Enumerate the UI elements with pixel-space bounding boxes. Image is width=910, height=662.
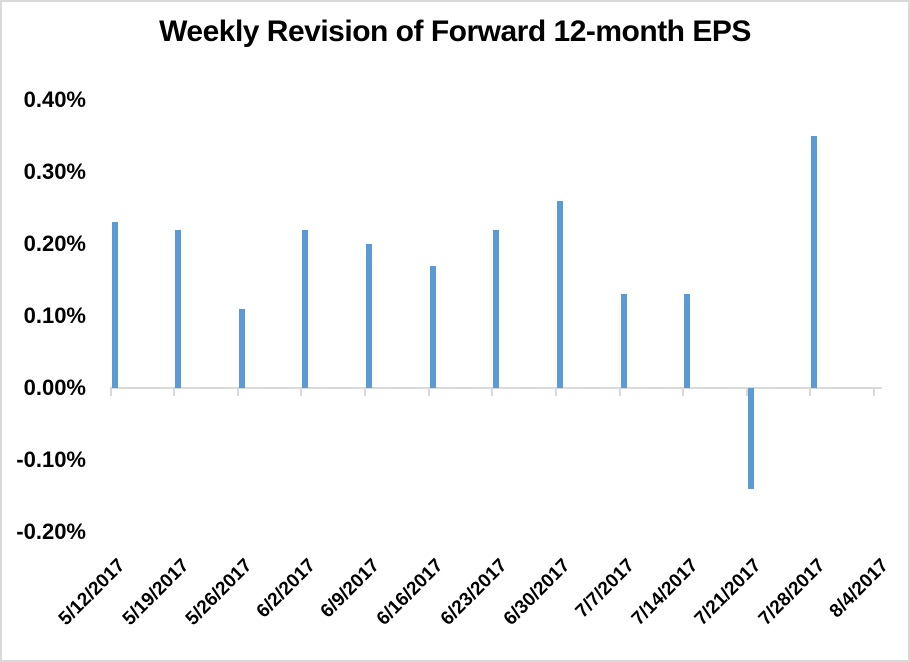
x-axis-tick-label: 6/30/2017: [500, 555, 575, 630]
x-axis-tick: [300, 388, 303, 396]
x-axis-tick: [491, 388, 494, 396]
bar-6-9-2017: [366, 244, 372, 388]
x-axis-tick-label: 5/19/2017: [118, 555, 193, 630]
bar-5-12-2017: [111, 222, 118, 388]
x-axis-tick-label: 7/28/2017: [754, 555, 830, 630]
y-axis-tick-label: 0.20%: [23, 231, 86, 256]
y-axis-tick-label: 0.00%: [23, 375, 86, 400]
y-axis-tick-label: 0.10%: [23, 303, 86, 328]
chart-title: Weekly Revision of Forward 12-month EPS: [159, 15, 751, 48]
bar-5-19-2017: [175, 229, 182, 388]
bar-6-16-2017: [429, 265, 436, 388]
bar-6-2-2017: [302, 229, 309, 388]
bar-7-21-2017: [747, 388, 754, 489]
x-axis-line: [110, 387, 882, 389]
y-axis-tick-label: -0.10%: [16, 447, 86, 472]
x-axis-tick: [618, 388, 621, 396]
x-axis-tick-label: 5/26/2017: [181, 555, 257, 630]
x-axis-tick-label: 8/4/2017: [825, 555, 893, 623]
x-axis-tick: [873, 388, 875, 396]
x-axis-tick-label: 6/23/2017: [436, 555, 512, 630]
x-axis-tick: [554, 388, 557, 396]
bar-6-30-2017: [556, 200, 563, 388]
x-axis-tick: [236, 388, 239, 396]
x-axis-tick-label: 5/12/2017: [54, 555, 130, 630]
x-axis-tick: [173, 388, 176, 396]
x-axis-tick: [109, 388, 112, 396]
bar-5-26-2017: [238, 308, 245, 388]
x-axis-tick-label: 7/14/2017: [627, 555, 702, 630]
y-axis-tick-label: 0.30%: [23, 159, 86, 184]
bar-7-7-2017: [620, 294, 627, 388]
x-axis-tick: [809, 388, 812, 396]
x-axis-tick-label: 7/21/2017: [690, 555, 766, 630]
x-axis-tick: [745, 388, 748, 396]
y-axis-tick-label: 0.40%: [23, 87, 86, 112]
bar-6-23-2017: [493, 229, 500, 388]
bar-7-14-2017: [684, 294, 691, 388]
x-axis-tick: [364, 388, 366, 396]
bar-7-28-2017: [811, 136, 818, 388]
y-axis-tick-label: -0.20%: [16, 519, 86, 544]
x-axis-tick-label: 6/2/2017: [253, 555, 321, 623]
x-axis-tick-label: 6/16/2017: [372, 555, 448, 630]
x-axis-tick: [427, 388, 430, 396]
x-axis-tick: [682, 388, 685, 396]
